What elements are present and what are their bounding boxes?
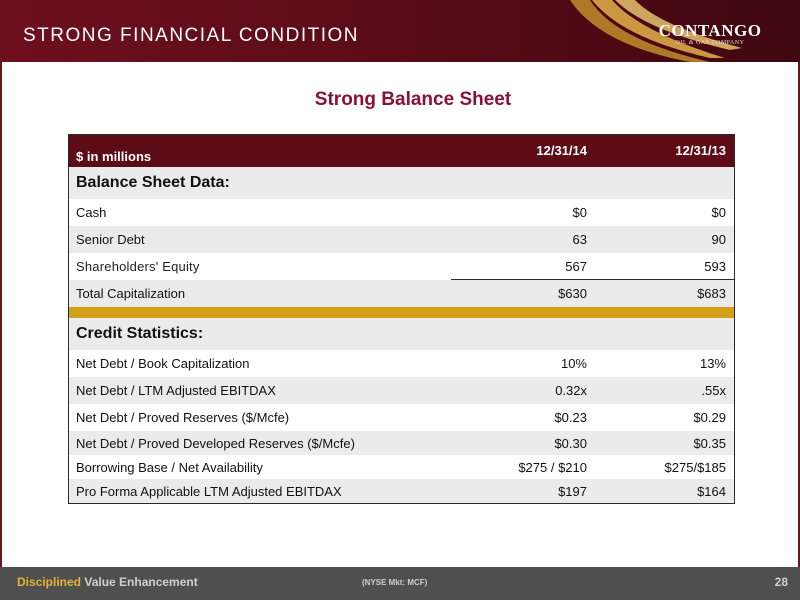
row-value-2014: 10%	[560, 356, 587, 371]
row-value-2013: .55x	[701, 383, 726, 398]
page-number: 28	[774, 575, 788, 589]
row-value-2014: $0.30	[554, 435, 587, 451]
row-value-2013: 593	[704, 259, 726, 274]
footer-tagline-rest: Value Enhancement	[81, 575, 198, 589]
balance-sheet-table: $ in millions 12/31/14 12/31/13 Balance …	[68, 134, 735, 504]
table-row: Cash $0 $0	[69, 199, 734, 226]
section-title: Balance Sheet Data:	[76, 174, 230, 191]
table-row: Senior Debt 63 90	[69, 226, 734, 253]
row-label: Senior Debt	[76, 232, 145, 247]
row-value-2014: $630	[558, 286, 587, 301]
row-value-2014: 567	[565, 259, 587, 274]
row-label: Cash	[76, 205, 107, 220]
page-subtitle: Strong Balance Sheet	[314, 89, 512, 110]
row-value-2013: $275/$185	[664, 459, 726, 475]
table-header-row: $ in millions 12/31/14 12/31/13	[69, 135, 734, 167]
table-row-total: Total Capitalization $630 $683	[69, 280, 734, 307]
row-value-2014: 63	[572, 232, 587, 247]
row-value-2014: 0.32x	[555, 383, 587, 398]
footer-tagline: Disciplined Value Enhancement	[17, 575, 198, 589]
row-label: Shareholders' Equity	[76, 259, 200, 274]
row-value-2013: $0.35	[693, 435, 726, 451]
table-row: Borrowing Base / Net Availability $275 /…	[69, 455, 734, 479]
row-value-2013: 13%	[699, 356, 726, 371]
row-label: Total Capitalization	[76, 286, 186, 301]
footer-ticker: (NYSE Mkt: MCF)	[362, 578, 428, 587]
logo-tagline: OIL & GAS COMPANY	[675, 40, 745, 46]
header-bar: STRONG FINANCIAL CONDITION CONTANGO OIL …	[0, 0, 800, 62]
row-label: Net Debt / LTM Adjusted EBITDAX	[76, 383, 276, 398]
section-credit-statistics: Credit Statistics:	[69, 318, 734, 350]
column-header-2013: 12/31/13	[675, 143, 726, 158]
row-value-2014: $0	[572, 205, 587, 220]
row-value-2014: $0.23	[554, 410, 587, 425]
table-row: Net Debt / LTM Adjusted EBITDAX 0.32x .5…	[69, 377, 734, 404]
section-divider	[69, 307, 734, 318]
row-label: Borrowing Base / Net Availability	[76, 459, 263, 475]
row-value-2013: 90	[711, 232, 726, 247]
section-balance-sheet-data: Balance Sheet Data:	[69, 167, 734, 199]
table-row: Net Debt / Proved Reserves ($/Mcfe) $0.2…	[69, 404, 734, 431]
logo-swoosh-icon	[570, 0, 742, 62]
logo-wordmark: CONTANGO	[658, 21, 762, 40]
frame-left-border	[0, 62, 2, 567]
row-label: Net Debt / Proved Reserves ($/Mcfe)	[76, 410, 290, 425]
row-value-2013: $164	[697, 483, 726, 499]
row-label: Net Debt / Proved Developed Reserves ($/…	[76, 435, 355, 451]
row-value-2014: $197	[558, 483, 587, 499]
table-row: Pro Forma Applicable LTM Adjusted EBITDA…	[69, 479, 734, 503]
row-label: Pro Forma Applicable LTM Adjusted EBITDA…	[76, 483, 342, 499]
frame-right-border	[798, 62, 800, 567]
column-header-2014: 12/31/14	[536, 143, 587, 158]
section-title: Credit Statistics:	[76, 325, 204, 342]
slide-title: STRONG FINANCIAL CONDITION	[23, 25, 359, 46]
footer-tagline-accent: Disciplined	[17, 575, 82, 589]
row-label: Net Debt / Book Capitalization	[76, 356, 250, 371]
row-value-2014: $275 / $210	[518, 459, 587, 475]
table-row: Net Debt / Book Capitalization 10% 13%	[69, 350, 734, 377]
units-label: $ in millions	[76, 149, 152, 164]
footer-bar: Disciplined Value Enhancement (NYSE Mkt:…	[0, 567, 800, 600]
row-value-2013: $683	[697, 286, 726, 301]
row-value-2013: $0.29	[693, 410, 726, 425]
table-row: Net Debt / Proved Developed Reserves ($/…	[69, 431, 734, 455]
row-value-2013: $0	[711, 205, 726, 220]
table-row: Shareholders' Equity 567 593	[69, 253, 734, 280]
